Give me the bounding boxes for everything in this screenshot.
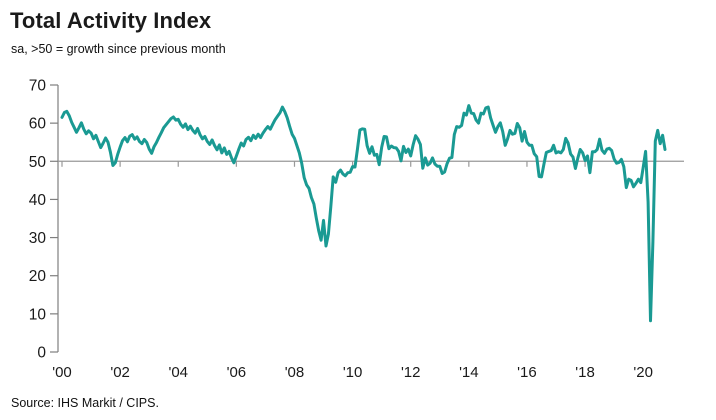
axis-labels: 0 10 20 30 40 50 60 70 '00 '02 '04 '06 '08 '10 '12 '14 '… — [29, 78, 653, 382]
y-tick-label: 70 — [29, 78, 47, 95]
y-tick-label: 60 — [29, 116, 47, 133]
y-tick-label: 20 — [29, 268, 47, 285]
y-tick-label: 10 — [29, 306, 47, 323]
chart-subtitle: sa, >50 = growth since previous month — [11, 42, 226, 56]
chart-title: Total Activity Index — [10, 8, 212, 33]
x-tick-label: '14 — [459, 364, 479, 381]
x-tick-label: '04 — [168, 364, 188, 381]
y-axis — [50, 84, 59, 353]
total-activity-index-line — [60, 104, 667, 323]
x-tick-label: '00 — [52, 364, 72, 381]
x-tick-label: '20 — [633, 364, 653, 381]
source-note: Source: IHS Markit / CIPS. — [11, 396, 159, 410]
y-tick-label: 30 — [29, 230, 47, 247]
x-tick-label: '02 — [110, 364, 130, 381]
reference-line-50 — [58, 160, 684, 167]
x-tick-label: '06 — [227, 364, 247, 381]
x-tick-label: '18 — [575, 364, 595, 381]
y-tick-label: 40 — [29, 192, 47, 209]
x-tick-label: '10 — [343, 364, 363, 381]
y-tick-label: 50 — [29, 154, 47, 171]
x-tick-label: '08 — [285, 364, 305, 381]
x-tick-label: '12 — [401, 364, 421, 381]
y-tick-label: 0 — [37, 345, 46, 362]
x-tick-label: '16 — [517, 364, 537, 381]
